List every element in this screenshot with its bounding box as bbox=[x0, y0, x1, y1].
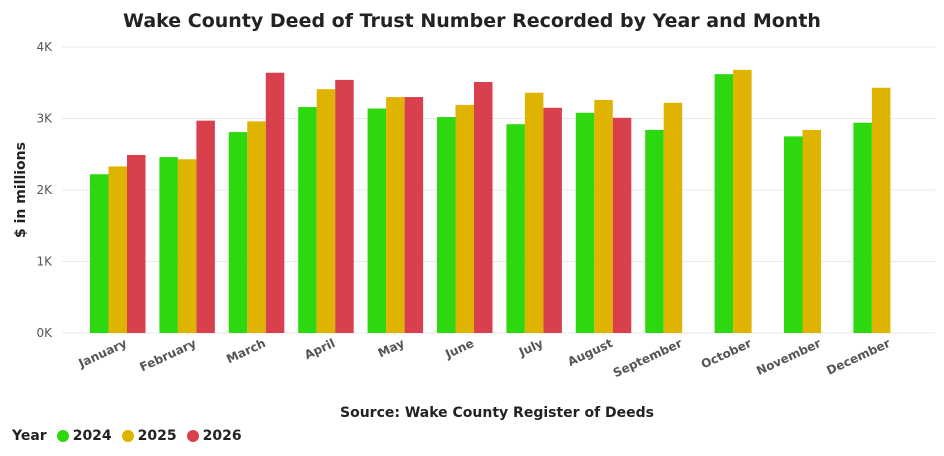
y-tick-label: 2K bbox=[36, 183, 53, 197]
bar-2025-june[interactable] bbox=[455, 104, 475, 333]
x-tick-label: February bbox=[137, 336, 198, 374]
bar-2025-august[interactable] bbox=[594, 99, 613, 333]
legend-item-2025[interactable]: 2025 bbox=[121, 428, 177, 444]
bar-2025-february[interactable] bbox=[177, 159, 197, 333]
bar-2026-july[interactable] bbox=[543, 107, 562, 334]
x-tick-label: January bbox=[76, 336, 130, 371]
chart-title: Wake County Deed of Trust Number Recorde… bbox=[123, 10, 821, 32]
x-tick-label: June bbox=[442, 336, 476, 362]
bar-2025-april[interactable] bbox=[316, 89, 336, 333]
legend-marker-2026 bbox=[186, 430, 199, 442]
y-tick-label: 1K bbox=[36, 255, 53, 269]
bar-2024-january[interactable] bbox=[90, 174, 109, 333]
legend-label-2024: 2024 bbox=[72, 428, 112, 444]
legend-label-2025: 2025 bbox=[137, 428, 177, 444]
bar-2024-august[interactable] bbox=[575, 112, 595, 333]
x-tick-label: December bbox=[824, 336, 892, 378]
x-tick-label: August bbox=[566, 336, 616, 369]
x-axis-label: Source: Wake County Register of Deeds bbox=[340, 405, 654, 421]
x-tick-label: September bbox=[611, 336, 684, 380]
bar-2026-march[interactable] bbox=[265, 72, 285, 334]
bar-2024-may[interactable] bbox=[367, 108, 387, 334]
bars bbox=[90, 69, 891, 334]
bar-2025-july[interactable] bbox=[524, 92, 544, 333]
legend-title: Year bbox=[12, 428, 47, 444]
bar-2025-may[interactable] bbox=[386, 97, 405, 333]
bar-2025-march[interactable] bbox=[247, 121, 266, 333]
legend-item-2024[interactable]: 2024 bbox=[56, 428, 112, 444]
x-axis: January February March April May June July Augu… bbox=[76, 336, 893, 380]
bar-2024-june[interactable] bbox=[437, 117, 456, 333]
bar-2025-december[interactable] bbox=[871, 87, 891, 333]
x-tick-label: November bbox=[754, 336, 823, 378]
legend: Year 2024 2025 2026 bbox=[12, 428, 252, 444]
y-axis: 0K 1K 2K 3K 4K bbox=[36, 40, 53, 340]
bar-2024-september[interactable] bbox=[645, 129, 664, 333]
bar-2025-september[interactable] bbox=[663, 102, 683, 334]
bar-2025-october[interactable] bbox=[733, 69, 752, 333]
legend-marker-2025 bbox=[121, 430, 134, 442]
bar-2025-november[interactable] bbox=[802, 129, 822, 333]
bar-2024-july[interactable] bbox=[506, 124, 525, 333]
legend-label-2026: 2026 bbox=[202, 428, 242, 444]
x-tick-label: October bbox=[699, 336, 754, 372]
x-tick-label: May bbox=[376, 336, 407, 360]
bar-2026-august[interactable] bbox=[612, 117, 632, 333]
y-tick-label: 4K bbox=[36, 40, 53, 54]
bar-2024-march[interactable] bbox=[228, 132, 248, 333]
y-tick-label: 3K bbox=[36, 112, 53, 126]
bar-2024-october[interactable] bbox=[714, 74, 734, 334]
bar-2024-december[interactable] bbox=[853, 122, 872, 333]
legend-marker-2024 bbox=[56, 430, 69, 442]
x-tick-label: March bbox=[224, 336, 268, 366]
bar-2026-january[interactable] bbox=[127, 154, 146, 333]
y-axis-label: $ in millions bbox=[13, 142, 29, 238]
bar-2025-january[interactable] bbox=[108, 166, 128, 333]
legend-item-2026[interactable]: 2026 bbox=[186, 428, 242, 444]
x-tick-label: April bbox=[302, 336, 337, 362]
bar-2024-february[interactable] bbox=[159, 157, 178, 333]
bar-2024-november[interactable] bbox=[784, 136, 803, 333]
x-tick-label: July bbox=[516, 336, 546, 360]
bar-2026-april[interactable] bbox=[335, 79, 354, 333]
bar-2026-february[interactable] bbox=[196, 120, 215, 334]
y-tick-label: 0K bbox=[36, 326, 53, 340]
bar-2024-april[interactable] bbox=[298, 107, 317, 333]
bar-2026-may[interactable] bbox=[404, 97, 424, 333]
bar-2026-june[interactable] bbox=[474, 82, 493, 333]
